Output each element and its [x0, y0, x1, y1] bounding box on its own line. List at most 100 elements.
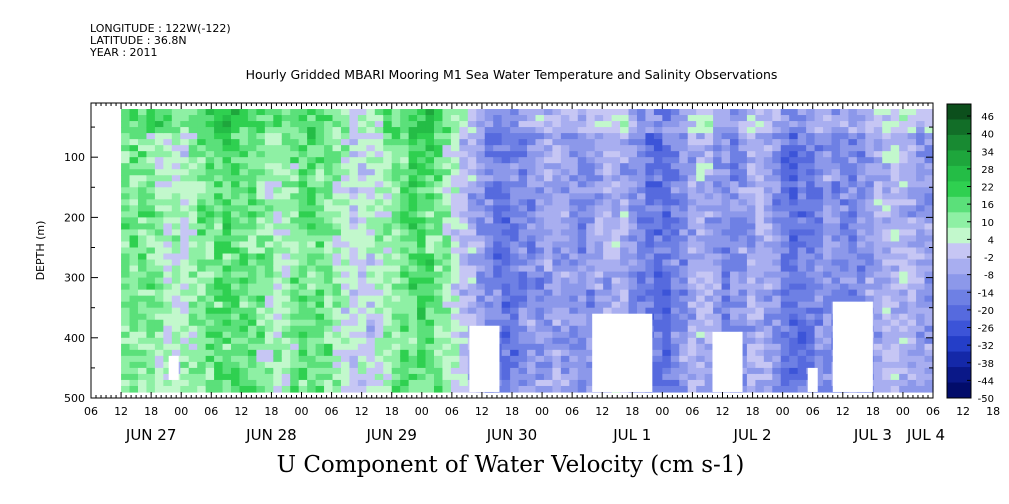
heatmap-cell [264, 127, 274, 134]
heatmap-cell [137, 175, 148, 182]
heatmap-cell [476, 187, 486, 194]
heatmap-cell [163, 361, 173, 369]
heatmap-cell [290, 355, 300, 363]
heatmap-cell [188, 283, 198, 291]
heatmap-cell [357, 385, 367, 393]
heatmap-cell [247, 313, 257, 321]
heatmap-cell [772, 283, 782, 291]
heatmap-cell [603, 163, 613, 170]
heatmap-cell [890, 355, 900, 363]
heatmap-cell [214, 355, 224, 363]
heatmap-cell [442, 355, 452, 363]
colorbar-swatch [947, 212, 971, 229]
heatmap-cell [501, 241, 511, 249]
heatmap-cell [171, 325, 181, 333]
heatmap-cell [856, 259, 866, 267]
heatmap-cell [180, 271, 190, 279]
heatmap-cell [298, 325, 308, 333]
heatmap-cell [163, 355, 173, 363]
heatmap-cell [214, 163, 224, 170]
heatmap-cell [137, 223, 148, 231]
heatmap-cell [814, 307, 824, 315]
heatmap-cell [129, 109, 139, 116]
heatmap-cell [467, 307, 477, 315]
heatmap-cell [434, 259, 444, 267]
heatmap-cell [298, 223, 308, 231]
heatmap-cell [484, 163, 494, 170]
heatmap-cell [222, 229, 232, 237]
heatmap-cell [400, 151, 410, 158]
heatmap-cell [645, 193, 655, 200]
heatmap-cell [434, 277, 444, 285]
heatmap-cell [501, 175, 511, 182]
heatmap-cell [467, 121, 477, 128]
heatmap-cell [586, 307, 596, 315]
heatmap-cell [907, 283, 917, 291]
heatmap-cell [357, 235, 367, 243]
heatmap-cell [197, 181, 207, 188]
heatmap-cell [797, 337, 807, 345]
heatmap-cell [696, 163, 706, 170]
heatmap-cell [222, 271, 232, 279]
heatmap-cell [518, 193, 528, 200]
heatmap-cell [442, 169, 452, 176]
heatmap-cell [298, 205, 308, 212]
heatmap-cell [755, 145, 765, 152]
heatmap-cell [281, 205, 291, 212]
heatmap-cell [755, 295, 765, 303]
heatmap-cell [459, 181, 469, 188]
heatmap-cell [501, 205, 511, 212]
heatmap-cell [510, 235, 520, 243]
heatmap-cell [594, 247, 604, 255]
heatmap-cell [374, 373, 384, 381]
heatmap-cell [180, 163, 190, 170]
heatmap-cell [653, 133, 663, 140]
heatmap-cell [197, 325, 207, 333]
heatmap-cell [501, 379, 511, 387]
heatmap-cell [366, 289, 376, 297]
heatmap-cell [603, 283, 613, 291]
heatmap-cell [239, 235, 249, 243]
heatmap-cell [620, 199, 630, 206]
heatmap-cell [298, 121, 308, 128]
heatmap-cell [239, 361, 249, 369]
heatmap-cell [907, 169, 917, 176]
heatmap-cell [197, 289, 207, 297]
colorbar-swatch [947, 289, 971, 306]
heatmap-cell [171, 121, 181, 128]
heatmap-cell [374, 313, 384, 321]
heatmap-cell [408, 163, 418, 170]
heatmap-cell [586, 301, 596, 309]
heatmap-cell [391, 217, 401, 225]
heatmap-cell [476, 175, 486, 182]
heatmap-cell [611, 259, 621, 267]
heatmap-cell [231, 385, 241, 393]
heatmap-cell [755, 139, 765, 146]
heatmap-cell [713, 199, 723, 206]
heatmap-cell [839, 115, 850, 122]
heatmap-cell [721, 139, 731, 146]
heatmap-cell [552, 241, 562, 249]
heatmap-cell [222, 253, 232, 261]
heatmap-cell [476, 229, 486, 237]
heatmap-cell [273, 235, 283, 243]
heatmap-cell [205, 259, 215, 267]
heatmap-cell [899, 373, 909, 381]
heatmap-cell [222, 349, 232, 357]
heatmap-cell [636, 241, 647, 249]
heatmap-cell [214, 157, 224, 164]
heatmap-cell [746, 319, 756, 327]
heatmap-cell [789, 373, 799, 381]
heatmap-cell [882, 295, 892, 303]
heatmap-cell [890, 217, 900, 225]
heatmap-cell [772, 145, 782, 152]
heatmap-cell [721, 199, 731, 206]
heatmap-cell [679, 325, 689, 333]
heatmap-cell [256, 181, 266, 188]
heatmap-cell [171, 337, 181, 345]
heatmap-cell [307, 139, 317, 146]
heatmap-cell [137, 277, 148, 285]
heatmap-cell [510, 217, 520, 225]
heatmap-cell [298, 235, 308, 243]
heatmap-cell [899, 157, 909, 164]
